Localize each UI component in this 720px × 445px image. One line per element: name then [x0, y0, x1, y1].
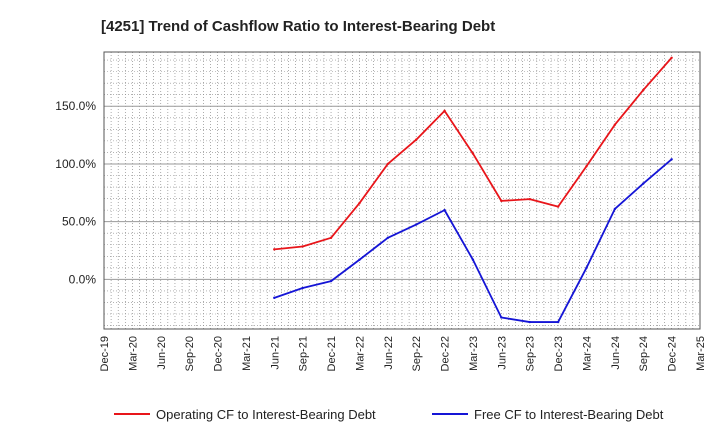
data-point [301, 286, 304, 290]
x-tick-label: Mar-24 [581, 336, 593, 371]
data-point [414, 223, 418, 226]
data-point [443, 208, 446, 212]
x-tick-label: Mar-22 [354, 336, 366, 371]
x-tick-label: Jun-23 [496, 336, 508, 370]
data-point [443, 109, 446, 113]
data-point [358, 201, 361, 205]
data-point [642, 182, 645, 185]
x-tick-label: Dec-21 [326, 336, 338, 371]
x-tick-label: Mar-20 [127, 336, 139, 371]
data-point [613, 123, 617, 126]
y-axis-tick-labels: 0.0% 50.0% 100.0% 150.0% [55, 99, 96, 286]
y-tick-label: 100.0% [55, 157, 96, 171]
x-tick-label: Jun-20 [156, 336, 168, 370]
x-tick-label: Jun-24 [610, 336, 622, 370]
legend-label: Free CF to Interest-Bearing Debt [474, 407, 664, 422]
x-tick-label: Sep-21 [298, 336, 310, 371]
data-point [670, 56, 673, 59]
data-point [585, 266, 588, 270]
y-tick-label: 150.0% [55, 99, 96, 113]
x-tick-label: Sep-24 [638, 336, 650, 371]
series-layer [273, 56, 673, 324]
x-tick-label: Jun-21 [269, 336, 281, 370]
x-tick-label: Dec-24 [667, 336, 679, 371]
data-point [414, 138, 418, 141]
data-point [471, 152, 475, 155]
x-tick-label: Mar-25 [695, 336, 707, 371]
data-point [500, 316, 503, 319]
data-point [386, 236, 390, 240]
y-tick-label: 50.0% [62, 215, 96, 229]
data-point [329, 236, 333, 240]
x-tick-label: Dec-19 [99, 336, 111, 371]
grid-horizontal [104, 59, 700, 326]
data-point [528, 197, 531, 201]
y-tick-label: 0.0% [69, 272, 97, 286]
x-tick-label: Dec-23 [553, 336, 565, 371]
data-point [329, 279, 333, 283]
data-point [273, 248, 276, 251]
x-tick-label: Sep-22 [411, 336, 423, 371]
data-point [613, 207, 617, 211]
x-tick-label: Sep-23 [525, 336, 537, 371]
data-point [556, 205, 560, 208]
plot-border [103, 51, 701, 330]
grid-vertical [110, 52, 694, 329]
data-point [273, 296, 276, 300]
x-tick-label: Jun-22 [383, 336, 395, 370]
data-point [386, 162, 390, 166]
data-point [301, 245, 304, 248]
data-point [670, 158, 673, 161]
x-axis-tick-labels: Dec-19 Mar-20 Jun-20 Sep-20 Dec-20 Mar-21 Jun-… [99, 336, 707, 371]
data-point [585, 165, 588, 168]
data-point [528, 320, 531, 324]
x-tick-label: Dec-22 [440, 336, 452, 371]
x-tick-label: Sep-20 [184, 336, 196, 371]
legend: Operating CF to Interest-Bearing Debt Fre… [114, 407, 664, 422]
data-point [358, 258, 361, 261]
data-point [556, 320, 560, 324]
legend-label: Operating CF to Interest-Bearing Debt [156, 407, 376, 422]
x-tick-label: Mar-21 [241, 336, 253, 371]
data-point [500, 199, 503, 203]
chart-title: [4251] Trend of Cashflow Ratio to Intere… [101, 18, 495, 35]
data-point [642, 88, 645, 92]
x-tick-label: Mar-23 [468, 336, 480, 371]
x-tick-label: Dec-20 [213, 336, 225, 371]
data-point [471, 258, 475, 261]
